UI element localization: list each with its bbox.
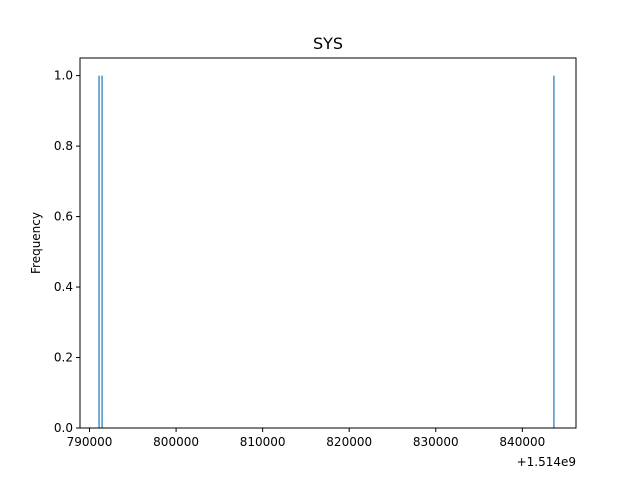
y-axis-label: Frequency xyxy=(29,212,43,274)
x-tick-label: 840000 xyxy=(499,435,545,449)
y-tick-label: 0.8 xyxy=(54,139,73,153)
chart-title: SYS xyxy=(313,34,343,53)
x-tick-label: 790000 xyxy=(67,435,113,449)
y-tick-label: 0.4 xyxy=(54,280,73,294)
y-tick-label: 0.2 xyxy=(54,351,73,365)
plot-frame xyxy=(79,57,577,429)
x-tick-label: 830000 xyxy=(413,435,459,449)
y-tick-label: 0.0 xyxy=(54,421,73,435)
bars-group xyxy=(98,75,555,429)
histogram-bar-1 xyxy=(98,75,100,429)
x-axis-ticks: 790000 800000 810000 820000 830000 840000 xyxy=(67,428,545,449)
x-axis-offset-label: +1.514e9 xyxy=(517,455,576,469)
y-axis-ticks: 0.0 0.2 0.4 0.6 0.8 1.0 xyxy=(54,69,80,435)
x-tick-label: 810000 xyxy=(240,435,286,449)
x-tick-label: 800000 xyxy=(153,435,199,449)
y-tick-label: 0.6 xyxy=(54,210,73,224)
histogram-bar-3 xyxy=(553,75,555,429)
histogram-bar-2 xyxy=(101,75,103,429)
x-tick-label: 820000 xyxy=(326,435,372,449)
y-tick-label: 1.0 xyxy=(54,69,73,83)
